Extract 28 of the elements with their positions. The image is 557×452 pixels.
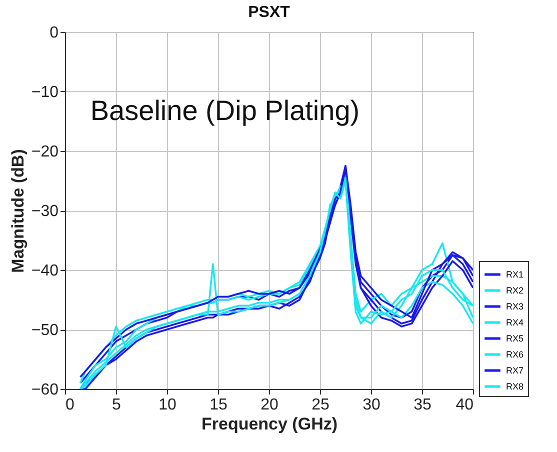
chart-title: PSXT bbox=[248, 4, 290, 21]
legend-label: RX8 bbox=[506, 382, 524, 392]
y-tick-label: −50 bbox=[31, 322, 59, 339]
y-tick-label: 0 bbox=[50, 24, 59, 42]
legend-label: RX4 bbox=[506, 318, 524, 328]
y-tick-label: −10 bbox=[31, 84, 59, 101]
legend-label: RX1 bbox=[506, 270, 524, 280]
annotation: Baseline (Dip Plating) bbox=[90, 95, 360, 126]
x-tick-label: 20 bbox=[260, 396, 278, 414]
x-axis-title: Frequency (GHz) bbox=[201, 414, 338, 434]
x-tick-label: 10 bbox=[158, 396, 176, 414]
y-tick-label: −40 bbox=[31, 262, 59, 280]
x-tick-label: 40 bbox=[456, 396, 474, 414]
legend-label: RX2 bbox=[506, 286, 524, 296]
y-tick-label: −30 bbox=[31, 203, 59, 220]
x-tick-label: 25 bbox=[312, 396, 330, 414]
legend-label: RX6 bbox=[506, 350, 524, 360]
legend-label: RX3 bbox=[506, 302, 524, 312]
x-tick-label: 15 bbox=[210, 396, 228, 414]
y-tick-label: −20 bbox=[31, 144, 59, 160]
x-tick-label: 5 bbox=[112, 396, 122, 414]
x-tick-label: 0 bbox=[66, 396, 74, 414]
legend-label: RX5 bbox=[506, 334, 524, 344]
y-tick-label: −60 bbox=[31, 382, 59, 398]
y-axis-title: Magnitude (dB) bbox=[8, 149, 28, 273]
legend-label: RX7 bbox=[506, 366, 524, 376]
x-tick-label: 35 bbox=[414, 396, 432, 414]
x-tick-label: 30 bbox=[362, 396, 380, 414]
